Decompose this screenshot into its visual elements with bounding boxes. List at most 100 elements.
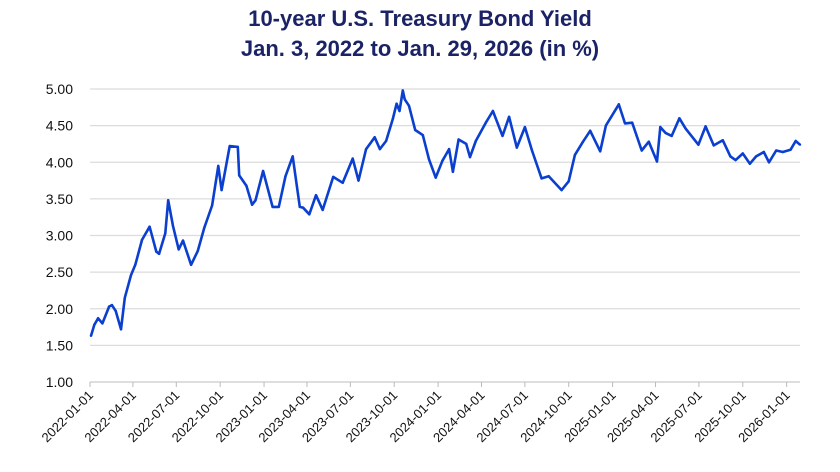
x-axis-ticks: 2022-01-012022-04-012022-07-012022-10-01… bbox=[38, 382, 793, 445]
chart-subtitle: Jan. 3, 2022 to Jan. 29, 2026 (in %) bbox=[240, 36, 600, 61]
data-point bbox=[123, 296, 127, 299]
data-point bbox=[659, 125, 662, 129]
y-axis-ticks: 1.00 1.50 2.00 2.50 3.00 3.50 4.00 4.50 5.00 bbox=[46, 81, 73, 390]
data-point bbox=[398, 109, 401, 113]
y-tick-label: 4.50 bbox=[46, 118, 73, 134]
data-point bbox=[697, 143, 700, 146]
data-point bbox=[196, 249, 199, 253]
data-point bbox=[781, 150, 785, 154]
data-point bbox=[245, 184, 248, 187]
data-point bbox=[220, 188, 223, 192]
data-point bbox=[547, 174, 550, 178]
data-point bbox=[655, 160, 659, 163]
y-tick-label: 5.00 bbox=[46, 81, 73, 97]
y-tick-label: 2.00 bbox=[46, 301, 73, 317]
data-point bbox=[421, 133, 425, 137]
data-point bbox=[238, 174, 241, 177]
data-point bbox=[774, 149, 778, 152]
data-point bbox=[560, 188, 563, 192]
data-point bbox=[684, 127, 687, 130]
y-tick-label: 4.00 bbox=[46, 154, 73, 170]
data-point bbox=[391, 117, 394, 121]
data-point bbox=[474, 139, 477, 143]
data-point bbox=[741, 152, 744, 155]
y-tick-label: 3.50 bbox=[46, 191, 73, 207]
data-point bbox=[129, 273, 133, 277]
data-point bbox=[762, 150, 765, 154]
data-point bbox=[441, 159, 444, 162]
data-point bbox=[401, 89, 405, 92]
data-point bbox=[704, 125, 707, 128]
data-point bbox=[261, 169, 265, 173]
y-tick-label: 1.00 bbox=[46, 374, 73, 390]
gridlines bbox=[90, 88, 800, 383]
data-point bbox=[523, 125, 527, 129]
data-point bbox=[101, 322, 104, 325]
data-point bbox=[250, 203, 254, 206]
data-point bbox=[484, 121, 487, 124]
data-point bbox=[468, 155, 472, 159]
data-point bbox=[451, 170, 455, 173]
data-point bbox=[155, 250, 158, 253]
data-point bbox=[357, 179, 360, 182]
data-point bbox=[457, 138, 460, 141]
data-point bbox=[298, 205, 302, 209]
data-point bbox=[465, 142, 468, 146]
data-point bbox=[321, 208, 324, 212]
data-point bbox=[491, 109, 495, 113]
data-point bbox=[107, 305, 111, 308]
data-point bbox=[157, 252, 161, 256]
data-point bbox=[271, 205, 274, 209]
data-point bbox=[284, 174, 287, 178]
data-point bbox=[217, 164, 220, 168]
data-point bbox=[734, 158, 737, 162]
chart-title: 10-year U.S. Treasury Bond Yield bbox=[248, 6, 592, 31]
data-point bbox=[588, 129, 592, 132]
data-point bbox=[640, 149, 643, 152]
data-point bbox=[228, 144, 231, 148]
data-point bbox=[798, 143, 802, 146]
data-point bbox=[373, 136, 376, 139]
data-point bbox=[177, 248, 180, 251]
data-point bbox=[89, 334, 93, 338]
data-point bbox=[119, 328, 123, 331]
data-point bbox=[664, 131, 667, 135]
data-point bbox=[403, 98, 406, 101]
data-point bbox=[189, 263, 193, 266]
data-point bbox=[729, 155, 732, 158]
data-point bbox=[573, 153, 577, 157]
data-point bbox=[384, 139, 388, 143]
data-point bbox=[678, 117, 681, 120]
data-point bbox=[110, 303, 114, 307]
data-point bbox=[748, 162, 752, 165]
data-point bbox=[647, 140, 651, 143]
data-point bbox=[364, 147, 368, 151]
data-point bbox=[140, 238, 144, 242]
data-point bbox=[501, 134, 504, 138]
data-point bbox=[599, 150, 602, 153]
data-point bbox=[93, 323, 96, 327]
data-point bbox=[308, 213, 311, 216]
data-point bbox=[413, 128, 417, 132]
data-point bbox=[167, 199, 170, 202]
data-point bbox=[203, 226, 206, 229]
data-point bbox=[254, 199, 257, 202]
y-tick-label: 2.50 bbox=[46, 264, 73, 280]
data-point bbox=[617, 103, 621, 106]
data-point bbox=[378, 147, 382, 151]
y-tick-label: 3.00 bbox=[46, 228, 73, 244]
data-point bbox=[789, 148, 792, 151]
data-point bbox=[341, 181, 344, 184]
data-point bbox=[148, 225, 151, 228]
y-tick-label: 1.50 bbox=[46, 337, 73, 353]
data-point bbox=[301, 206, 305, 209]
data-point bbox=[794, 139, 797, 143]
data-point bbox=[507, 115, 511, 119]
data-point bbox=[134, 263, 137, 266]
data-point bbox=[670, 134, 673, 138]
data-point bbox=[427, 158, 431, 161]
data-point bbox=[96, 317, 100, 320]
data-point bbox=[277, 205, 281, 209]
data-point bbox=[114, 309, 117, 313]
